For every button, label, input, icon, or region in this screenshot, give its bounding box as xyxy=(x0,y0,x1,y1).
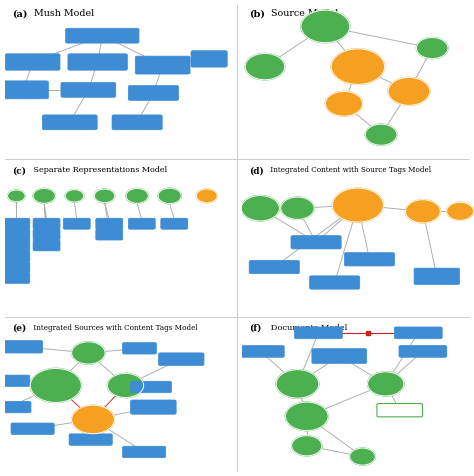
FancyBboxPatch shape xyxy=(249,260,300,274)
FancyBboxPatch shape xyxy=(237,346,284,357)
Circle shape xyxy=(447,202,474,220)
FancyBboxPatch shape xyxy=(4,340,43,353)
FancyBboxPatch shape xyxy=(3,261,30,273)
FancyBboxPatch shape xyxy=(11,423,54,435)
Circle shape xyxy=(350,448,375,465)
Circle shape xyxy=(416,38,448,59)
FancyBboxPatch shape xyxy=(131,400,176,414)
FancyBboxPatch shape xyxy=(96,229,123,240)
Circle shape xyxy=(365,124,397,145)
FancyBboxPatch shape xyxy=(63,218,90,229)
FancyBboxPatch shape xyxy=(3,272,30,283)
Text: Source Model: Source Model xyxy=(268,10,339,19)
FancyBboxPatch shape xyxy=(294,327,342,339)
FancyBboxPatch shape xyxy=(122,343,156,354)
FancyBboxPatch shape xyxy=(42,115,97,130)
Circle shape xyxy=(331,49,384,84)
Circle shape xyxy=(276,370,319,398)
Circle shape xyxy=(158,188,181,204)
FancyBboxPatch shape xyxy=(0,401,31,413)
FancyBboxPatch shape xyxy=(191,51,227,67)
FancyBboxPatch shape xyxy=(33,240,60,251)
Text: Separate Representations Model: Separate Representations Model xyxy=(31,167,168,175)
FancyBboxPatch shape xyxy=(122,446,166,458)
Circle shape xyxy=(108,373,144,397)
FancyBboxPatch shape xyxy=(65,28,139,43)
FancyBboxPatch shape xyxy=(128,218,155,229)
Circle shape xyxy=(325,91,363,116)
FancyBboxPatch shape xyxy=(394,327,442,339)
FancyBboxPatch shape xyxy=(3,251,30,262)
FancyBboxPatch shape xyxy=(399,346,447,357)
Circle shape xyxy=(8,190,25,202)
Circle shape xyxy=(332,188,383,222)
FancyBboxPatch shape xyxy=(61,82,116,97)
FancyBboxPatch shape xyxy=(377,404,422,417)
Text: Mush Model: Mush Model xyxy=(31,10,95,19)
Text: (b): (b) xyxy=(249,10,264,19)
FancyBboxPatch shape xyxy=(33,229,60,240)
FancyBboxPatch shape xyxy=(0,81,48,99)
FancyBboxPatch shape xyxy=(3,218,30,229)
FancyBboxPatch shape xyxy=(414,268,460,285)
Text: (e): (e) xyxy=(12,324,26,333)
FancyBboxPatch shape xyxy=(291,236,341,249)
Text: (c): (c) xyxy=(12,167,26,176)
FancyBboxPatch shape xyxy=(69,434,112,446)
Text: Integrated Content with Source Tags Model: Integrated Content with Source Tags Mode… xyxy=(268,167,431,175)
Circle shape xyxy=(126,188,148,203)
Text: Integrated Sources with Content Tags Model: Integrated Sources with Content Tags Mod… xyxy=(31,324,198,332)
FancyBboxPatch shape xyxy=(161,218,188,229)
Text: (d): (d) xyxy=(249,167,264,176)
Circle shape xyxy=(301,10,350,43)
Circle shape xyxy=(72,342,105,364)
FancyBboxPatch shape xyxy=(3,240,30,251)
Circle shape xyxy=(292,436,322,456)
FancyBboxPatch shape xyxy=(128,86,179,100)
Circle shape xyxy=(388,78,430,105)
Circle shape xyxy=(281,197,314,219)
Circle shape xyxy=(241,196,279,221)
FancyBboxPatch shape xyxy=(345,253,394,266)
Circle shape xyxy=(65,189,84,202)
Circle shape xyxy=(285,402,328,431)
Text: (a): (a) xyxy=(12,10,27,19)
FancyBboxPatch shape xyxy=(312,348,367,364)
FancyBboxPatch shape xyxy=(135,56,190,74)
Circle shape xyxy=(405,200,440,223)
Circle shape xyxy=(94,189,115,203)
FancyBboxPatch shape xyxy=(96,218,123,229)
Circle shape xyxy=(196,189,217,203)
Circle shape xyxy=(33,188,55,203)
Text: (f): (f) xyxy=(249,324,261,333)
FancyBboxPatch shape xyxy=(68,54,128,70)
FancyBboxPatch shape xyxy=(112,115,162,130)
FancyBboxPatch shape xyxy=(158,353,204,366)
FancyBboxPatch shape xyxy=(5,54,60,70)
Circle shape xyxy=(72,405,114,434)
FancyBboxPatch shape xyxy=(310,276,360,289)
FancyBboxPatch shape xyxy=(0,375,30,387)
Circle shape xyxy=(368,372,404,396)
Circle shape xyxy=(245,53,285,80)
FancyBboxPatch shape xyxy=(131,381,172,393)
FancyBboxPatch shape xyxy=(3,229,30,240)
Circle shape xyxy=(30,368,82,403)
FancyBboxPatch shape xyxy=(33,218,60,229)
Text: Documents Model: Documents Model xyxy=(268,324,348,332)
